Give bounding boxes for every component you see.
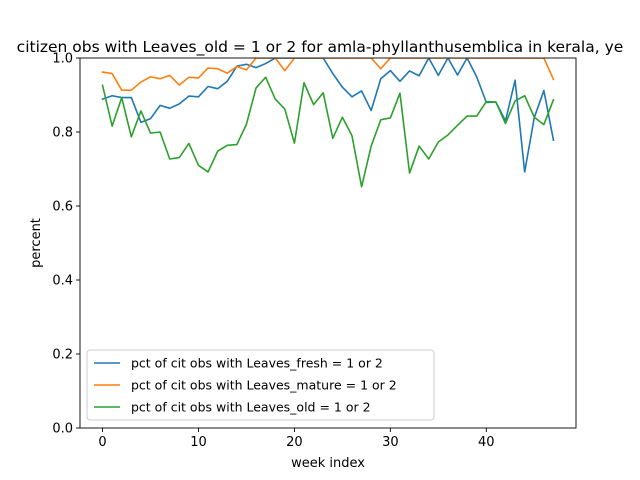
y-tick-label: 0.6 [52,200,73,215]
y-tick-label: 0.4 [52,274,73,289]
y-tick-label: 0.8 [52,126,73,141]
x-tick-label: 30 [382,435,399,450]
x-tick-label: 40 [478,435,495,450]
x-tick-label: 0 [98,435,106,450]
series-line-pct-of-cit-obs-with-leaves-fresh-1-or-2 [101,58,555,173]
series-line-pct-of-cit-obs-with-leaves-old-1-or-2 [101,76,555,188]
y-axis-label: percent [29,218,44,268]
plot-frame [79,57,577,429]
x-tick-label: 20 [286,435,303,450]
series-line-pct-of-cit-obs-with-leaves-mature-1-or-2 [101,58,555,91]
axis-ticks: 0 10 20 30 40 0.0 0.2 0.4 0.6 0.8 1.0 [52,52,494,451]
y-tick-label: 1.0 [52,52,73,67]
chart-title: citizen obs with Leaves_old = 1 or 2 for… [17,38,624,57]
x-axis-label: week index [291,456,365,471]
legend-entry-label: pct of cit obs with Leaves_fresh = 1 or … [131,356,383,371]
legend-box [86,349,435,421]
legend-entry-label: pct of cit obs with Leaves_old = 1 or 2 [131,400,371,415]
y-tick-label: 0.0 [52,422,73,437]
legend: pct of cit obs with Leaves_fresh = 1 or … [86,349,435,421]
x-tick-label: 10 [190,435,207,450]
y-tick-label: 0.2 [52,348,73,363]
series-lines [101,58,555,188]
legend-entry-label: pct of cit obs with Leaves_mature = 1 or… [131,378,397,393]
